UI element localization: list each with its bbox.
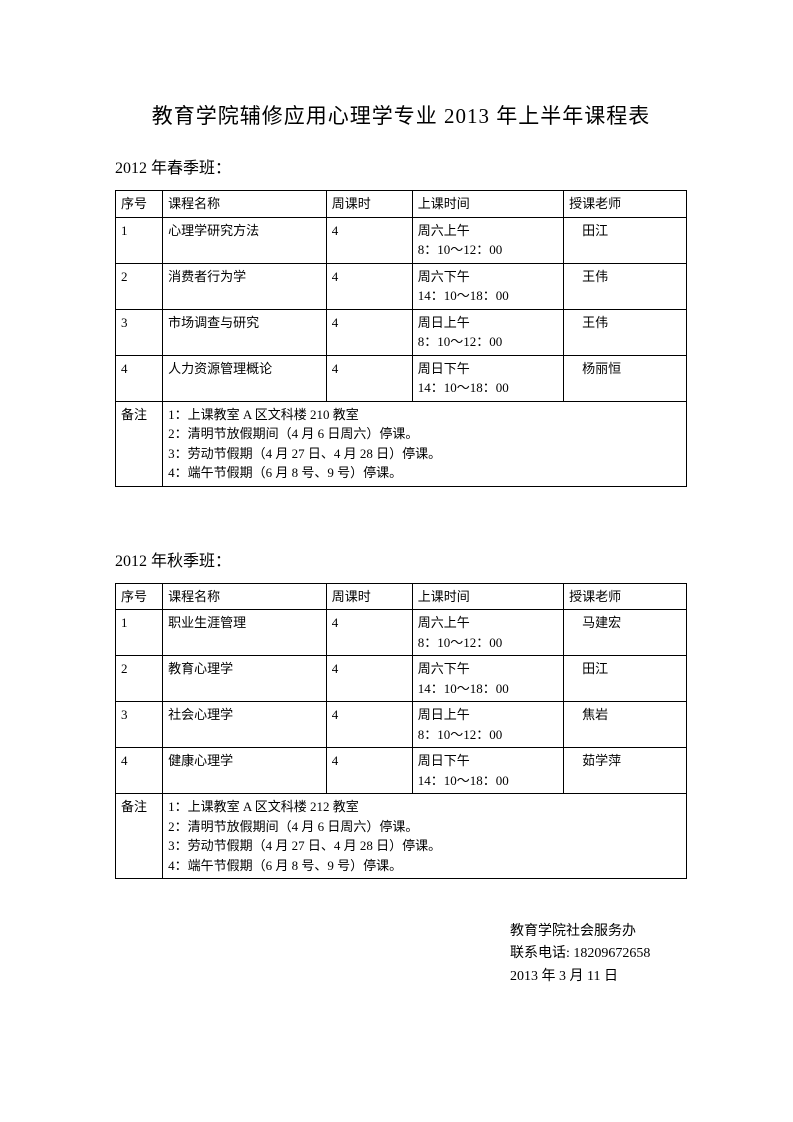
cell-name: 教育心理学 [163,656,327,702]
table-spring: 序号 课程名称 周课时 上课时间 授课老师 1 心理学研究方法 4 周六上午8：… [115,190,687,487]
cell-hours: 4 [326,355,412,401]
cell-no: 2 [116,656,163,702]
table-header-row: 序号 课程名称 周课时 上课时间 授课老师 [116,191,687,218]
cell-time: 周日上午8：10～12：00 [412,702,563,748]
cell-teacher: 田江 [564,217,687,263]
cell-name: 社会心理学 [163,702,327,748]
cell-time: 周六上午8：10～12：00 [412,217,563,263]
cell-name: 心理学研究方法 [163,217,327,263]
page-title: 教育学院辅修应用心理学专业 2013 年上半年课程表 [115,100,687,130]
table-row: 1 心理学研究方法 4 周六上午8：10～12：00 田江 [116,217,687,263]
cell-name: 职业生涯管理 [163,610,327,656]
cell-time: 周六下午14：10～18：00 [412,263,563,309]
cell-teacher: 茹学萍 [564,748,687,794]
cell-name: 市场调查与研究 [163,309,327,355]
footer: 教育学院社会服务办 联系电话: 18209672658 2013 年 3 月 1… [115,921,687,988]
footer-contact: 联系电话: 18209672658 [510,943,687,965]
col-header-hours: 周课时 [326,583,412,610]
table-autumn: 序号 课程名称 周课时 上课时间 授课老师 1 职业生涯管理 4 周六上午8：1… [115,583,687,880]
cell-teacher: 王伟 [564,263,687,309]
cell-teacher: 马建宏 [564,610,687,656]
cell-hours: 4 [326,656,412,702]
col-header-time: 上课时间 [412,191,563,218]
cell-hours: 4 [326,748,412,794]
table-row: 2 教育心理学 4 周六下午14：10～18：00 田江 [116,656,687,702]
table-notes-row: 备注 1：上课教室 A 区文科楼 212 教室 2：清明节放假期间（4 月 6 … [116,794,687,879]
table-row: 3 社会心理学 4 周日上午8：10～12：00 焦岩 [116,702,687,748]
cell-hours: 4 [326,610,412,656]
notes-label: 备注 [116,794,163,879]
cell-no: 3 [116,702,163,748]
col-header-name: 课程名称 [163,191,327,218]
col-header-no: 序号 [116,191,163,218]
cell-teacher: 焦岩 [564,702,687,748]
table-row: 4 人力资源管理概论 4 周日下午14：10～18：00 杨丽恒 [116,355,687,401]
table-notes-row: 备注 1：上课教室 A 区文科楼 210 教室 2：清明节放假期间（4 月 6 … [116,401,687,486]
table-header-row: 序号 课程名称 周课时 上课时间 授课老师 [116,583,687,610]
section1-label: 2012 年春季班： [115,154,687,178]
table-row: 4 健康心理学 4 周日下午14：10～18：00 茹学萍 [116,748,687,794]
cell-time: 周日上午8：10～12：00 [412,309,563,355]
col-header-time: 上课时间 [412,583,563,610]
cell-teacher: 王伟 [564,309,687,355]
notes-label: 备注 [116,401,163,486]
footer-org: 教育学院社会服务办 [510,921,687,943]
notes-content: 1：上课教室 A 区文科楼 212 教室 2：清明节放假期间（4 月 6 日周六… [163,794,687,879]
cell-no: 3 [116,309,163,355]
cell-no: 1 [116,217,163,263]
col-header-hours: 周课时 [326,191,412,218]
section2-label: 2012 年秋季班： [115,547,687,571]
cell-no: 4 [116,748,163,794]
cell-hours: 4 [326,702,412,748]
cell-time: 周日下午14：10～18：00 [412,355,563,401]
cell-no: 4 [116,355,163,401]
cell-no: 1 [116,610,163,656]
table-row: 2 消费者行为学 4 周六下午14：10～18：00 王伟 [116,263,687,309]
cell-no: 2 [116,263,163,309]
cell-name: 人力资源管理概论 [163,355,327,401]
col-header-name: 课程名称 [163,583,327,610]
notes-content: 1：上课教室 A 区文科楼 210 教室 2：清明节放假期间（4 月 6 日周六… [163,401,687,486]
cell-teacher: 田江 [564,656,687,702]
cell-hours: 4 [326,263,412,309]
table-row: 3 市场调查与研究 4 周日上午8：10～12：00 王伟 [116,309,687,355]
cell-hours: 4 [326,217,412,263]
cell-hours: 4 [326,309,412,355]
cell-name: 健康心理学 [163,748,327,794]
col-header-teacher: 授课老师 [564,191,687,218]
cell-time: 周六下午14：10～18：00 [412,656,563,702]
cell-time: 周六上午8：10～12：00 [412,610,563,656]
col-header-teacher: 授课老师 [564,583,687,610]
cell-time: 周日下午14：10～18：00 [412,748,563,794]
cell-name: 消费者行为学 [163,263,327,309]
cell-teacher: 杨丽恒 [564,355,687,401]
table-row: 1 职业生涯管理 4 周六上午8：10～12：00 马建宏 [116,610,687,656]
col-header-no: 序号 [116,583,163,610]
footer-date: 2013 年 3 月 11 日 [510,966,687,988]
